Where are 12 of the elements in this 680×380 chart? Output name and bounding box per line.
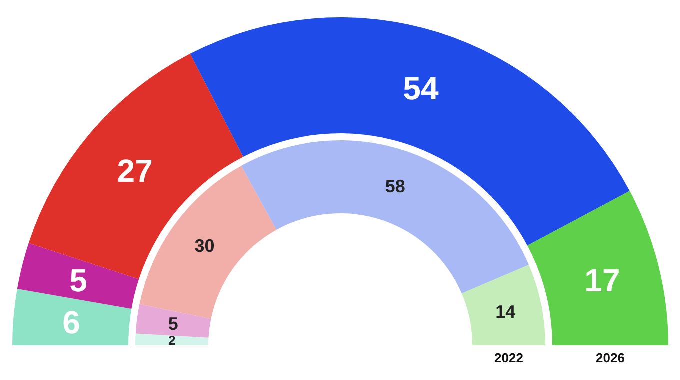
slice-label: 2026 <box>596 350 625 366</box>
data-label: 54 <box>403 70 439 106</box>
slice-label: 2022 <box>494 350 524 366</box>
data-label: 6 <box>62 304 80 341</box>
data-label: 5 <box>70 262 88 299</box>
data-label: 27 <box>117 152 153 189</box>
data-label: 5 <box>168 314 178 334</box>
data-label: 2 <box>168 333 176 348</box>
data-label: 17 <box>584 262 620 299</box>
data-label: 14 <box>496 302 516 322</box>
data-label: 58 <box>385 176 406 197</box>
data-label: 30 <box>194 236 215 256</box>
